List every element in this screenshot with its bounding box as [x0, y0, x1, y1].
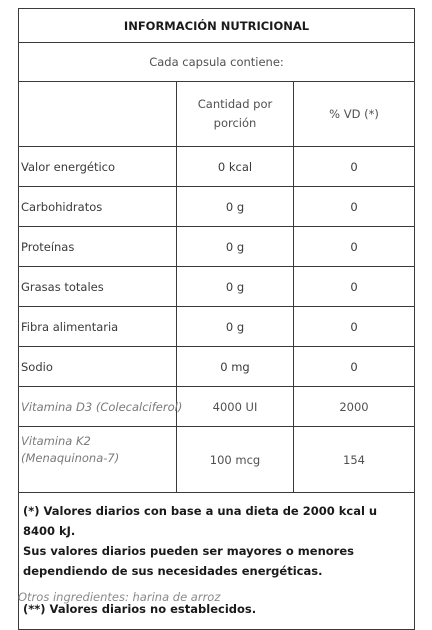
row-cantidad: 100 mcg — [176, 426, 294, 493]
row-label: Fibra alimentaria — [18, 306, 177, 347]
table-row: Grasas totales 0 g 0 — [18, 266, 416, 307]
row-label: Sodio — [18, 346, 177, 387]
row-vd: 0 — [292, 186, 416, 227]
table-row: Vitamina D3 (Colecalciferol) 4000 UI 200… — [18, 386, 416, 427]
row-label: Carbohidratos — [18, 186, 177, 227]
row-label: Vitamina D3 (Colecalciferol) — [18, 386, 182, 427]
table-row: Sodio 0 mg 0 — [18, 346, 416, 387]
footnotes: (*) Valores diarios con base a una dieta… — [17, 492, 416, 630]
footnote-line: Sus valores diarios pueden ser mayores o… — [23, 544, 354, 558]
header-empty-cell — [18, 81, 177, 147]
row-label-line2: (Menaquinona-7) — [21, 451, 120, 465]
table-subtitle: Cada capsula contiene: — [17, 42, 416, 82]
row-label-line1: Vitamina K2 — [21, 434, 91, 448]
row-cantidad: 0 kcal — [176, 146, 294, 187]
header-cantidad: Cantidad por porción — [176, 81, 294, 147]
row-vd: 2000 — [292, 386, 416, 427]
row-vd: 0 — [292, 226, 416, 267]
row-vd: 0 — [292, 146, 416, 187]
row-cantidad: 0 mg — [176, 346, 294, 387]
table-row: Fibra alimentaria 0 g 0 — [18, 306, 416, 347]
row-label: Vitamina K2 (Menaquinona-7) — [18, 426, 177, 493]
other-ingredients: Otros ingredientes: harina de arroz — [18, 590, 221, 604]
row-vd: 0 — [292, 266, 416, 307]
row-vd: 0 — [292, 306, 416, 347]
row-vd: 154 — [292, 426, 416, 493]
row-label: Grasas totales — [18, 266, 177, 307]
table-row: Proteínas 0 g 0 — [18, 226, 416, 267]
table-row: Valor energético 0 kcal 0 — [18, 146, 416, 187]
nutrition-table: INFORMACIÓN NUTRICIONAL Cada capsula con… — [17, 8, 416, 630]
table-row: Carbohidratos 0 g 0 — [18, 186, 416, 227]
row-vd: 0 — [292, 346, 416, 387]
row-cantidad: 0 g — [176, 306, 294, 347]
header-vd: % VD (*) — [292, 81, 416, 147]
row-label: Proteínas — [18, 226, 177, 267]
row-cantidad: 0 g — [176, 266, 294, 307]
table-title: INFORMACIÓN NUTRICIONAL — [17, 8, 416, 43]
footnote-line: (*) Valores diarios con base a una dieta… — [23, 504, 378, 538]
footnote-line: dependiendo de sus necesidades energétic… — [23, 564, 323, 578]
row-cantidad: 0 g — [176, 186, 294, 227]
row-label: Valor energético — [18, 146, 177, 187]
row-cantidad: 0 g — [176, 226, 294, 267]
row-cantidad: 4000 UI — [176, 386, 294, 427]
header-cantidad-label: Cantidad por porción — [197, 97, 273, 130]
table-row: Vitamina K2 (Menaquinona-7) 100 mcg 154 — [18, 426, 416, 493]
